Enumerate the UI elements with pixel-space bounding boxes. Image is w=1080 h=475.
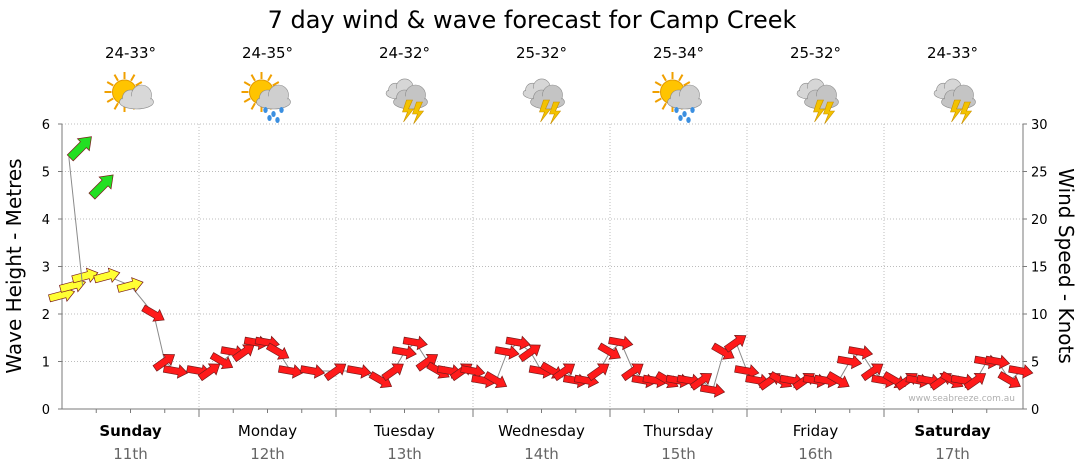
wind-arrow [997, 371, 1021, 389]
left-tick-label: 6 [42, 118, 50, 133]
day-name-label: Thursday [643, 422, 714, 440]
wind-arrow [963, 372, 987, 391]
grid-lines [62, 123, 1023, 417]
wind-arrow [141, 304, 165, 322]
day-date-label: 11th [113, 445, 147, 463]
wave-arrow [88, 174, 114, 200]
wind-arrow [162, 364, 189, 379]
right-axis-title: Wind Speed - Knots [1054, 168, 1078, 364]
left-tick-label: 1 [42, 356, 50, 371]
wave-series [66, 136, 114, 286]
wind-arrow [391, 345, 417, 360]
wind-arrow [381, 363, 404, 382]
wind-arrow [277, 364, 304, 379]
watermark: www.seabreeze.com.au [908, 394, 1015, 404]
left-axis-ticks: 0 1 2 3 4 5 6 [42, 118, 62, 418]
sun-rain-icon [241, 72, 291, 123]
wind-arrow [608, 335, 634, 351]
left-axis-title: Wave Height - Metres [2, 158, 26, 373]
left-tick-label: 5 [42, 166, 50, 181]
wind-arrow [689, 372, 713, 391]
day-name-label: Monday [238, 422, 297, 440]
day-date-label: 16th [798, 445, 832, 463]
wind-arrow [197, 363, 221, 382]
wind-arrow [505, 335, 531, 351]
day-labels: Sunday 11th Monday 12th Tuesday 13th Wednesday… [99, 422, 991, 463]
wind-arrow [402, 335, 428, 351]
day-date-label: 13th [387, 445, 421, 463]
left-tick-label: 3 [42, 261, 50, 276]
sun-cloud-icon [104, 72, 154, 112]
right-axis-ticks: 0 5 10 15 20 25 30 [1023, 118, 1048, 418]
wind-arrow [518, 344, 541, 363]
right-tick-label: 25 [1031, 166, 1048, 181]
wind-arrow [836, 354, 863, 370]
storm-icon [385, 78, 428, 125]
chart-title: 7 day wind & wave forecast for Camp Cree… [268, 6, 797, 34]
left-tick-label: 0 [42, 403, 50, 418]
wind-arrow [984, 354, 1011, 370]
right-tick-label: 0 [1031, 403, 1039, 418]
wind-arrow [723, 334, 747, 353]
right-tick-label: 15 [1031, 261, 1048, 276]
day-name-label: Friday [793, 422, 839, 440]
wave-line [68, 157, 84, 286]
sun-rain-icon [652, 72, 702, 123]
day-name-label: Sunday [99, 422, 162, 440]
wind-arrow [323, 363, 347, 382]
temp-range-label: 25-32° [516, 44, 567, 62]
right-tick-label: 20 [1031, 213, 1048, 228]
wind-arrow [621, 363, 644, 382]
wind-arrow [265, 342, 290, 360]
day-name-label: Saturday [914, 422, 991, 440]
wind-arrow [494, 345, 520, 360]
wind-arrow [552, 363, 576, 382]
wind-arrow [483, 371, 508, 389]
wind-arrow [231, 344, 255, 363]
temp-range-label: 25-32° [790, 44, 841, 62]
wind-arrow [116, 277, 144, 293]
wind-arrow [847, 345, 874, 360]
wind-arrow [346, 364, 372, 379]
wind-arrow [734, 364, 760, 379]
wind-arrow [860, 363, 884, 382]
left-tick-label: 2 [42, 308, 50, 323]
temp-range-label: 24-32° [379, 44, 430, 62]
wind-arrow [415, 353, 439, 372]
wind-arrow [93, 267, 121, 284]
wind-arrow [209, 352, 234, 370]
right-tick-label: 10 [1031, 308, 1048, 323]
day-date-label: 12th [250, 445, 284, 463]
wind-arrow [699, 383, 726, 398]
weather-row: 24-33° 24-35° 24-32° 25-32° 25-34° 25-32° 24-3… [104, 44, 978, 125]
wind-arrow [826, 371, 850, 389]
temp-range-label: 25-34° [653, 44, 704, 62]
wind-arrow [1008, 364, 1034, 379]
wind-arrow [460, 364, 486, 379]
wind-arrow [597, 342, 621, 360]
storm-icon [933, 78, 976, 125]
wind-series [48, 267, 1034, 398]
right-tick-label: 5 [1031, 356, 1039, 371]
day-date-label: 14th [524, 445, 558, 463]
left-tick-label: 4 [42, 213, 50, 228]
temp-range-label: 24-33° [105, 44, 156, 62]
temp-range-label: 24-35° [242, 44, 293, 62]
right-tick-label: 30 [1031, 118, 1048, 133]
wind-arrow [299, 364, 326, 379]
temp-range-label: 24-33° [927, 44, 978, 62]
day-name-label: Tuesday [373, 422, 435, 440]
day-name-label: Wednesday [498, 422, 585, 440]
wind-arrow [586, 363, 610, 382]
storm-icon [522, 78, 565, 125]
storm-icon [796, 78, 839, 125]
wind-arrow [152, 353, 176, 372]
day-date-label: 17th [935, 445, 969, 463]
day-date-label: 15th [661, 445, 695, 463]
wave-arrow [66, 136, 92, 162]
